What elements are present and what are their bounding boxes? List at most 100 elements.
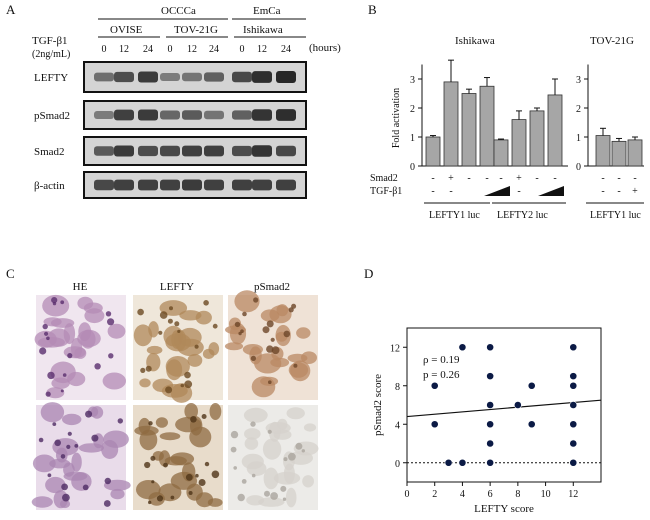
tissue-nucleus <box>91 434 99 442</box>
blot-band <box>94 146 114 156</box>
group-label-tov-lefty1-luc: LEFTY1 luc <box>590 210 641 221</box>
sign-smad2: - <box>499 173 502 184</box>
d-regression-line <box>406 399 602 418</box>
cell-line-ishikawa: Ishikawa <box>243 24 283 36</box>
tgf-gradient-triangle-lefty2 <box>538 186 564 196</box>
tissue-nucleus <box>264 490 270 497</box>
blot-band <box>114 145 134 157</box>
tissue-nucleus <box>295 442 303 450</box>
tissue-nucleus <box>67 431 72 436</box>
tissue-nucleus <box>241 479 247 484</box>
blot-band <box>138 145 158 157</box>
b-bar <box>461 93 477 167</box>
tissue-cell <box>63 346 86 359</box>
tissue-nucleus <box>271 346 280 355</box>
panel-b-ylabel: Fold activation <box>391 88 402 148</box>
b-bar <box>547 94 563 167</box>
sign-smad2: - <box>553 173 556 184</box>
blot-band <box>160 145 180 157</box>
blot-band <box>232 145 252 157</box>
d-scatter-point <box>569 420 578 429</box>
hours-label: (hours) <box>309 42 341 54</box>
sign-tgf: - <box>517 186 520 197</box>
d-scatter-point <box>486 439 495 448</box>
d-x-tick-label: 12 <box>568 489 578 500</box>
tissue-nucleus <box>211 470 220 479</box>
group-label-emca: EmCa <box>253 5 281 17</box>
blot-band <box>138 71 158 83</box>
timepoint-label: 0 <box>240 44 245 55</box>
blot-band <box>252 109 272 121</box>
d-scatter-point <box>458 343 467 352</box>
tissue-nucleus <box>144 461 151 469</box>
sign-smad2: - <box>485 173 488 184</box>
tissue-cell <box>107 323 126 339</box>
tissue-cell <box>77 296 94 310</box>
sign-smad2: + <box>516 173 522 184</box>
tissue-nucleus <box>104 477 112 485</box>
sign-tgf-tov: + <box>632 186 638 197</box>
tissue-cell <box>241 453 264 470</box>
blot-band <box>204 179 224 191</box>
sign-smad2-tov: - <box>617 173 620 184</box>
blot-band <box>252 71 272 83</box>
tissue-nucleus <box>250 421 256 427</box>
d-y-axis-label: pSmad2 score <box>372 374 384 436</box>
tissue-cell <box>133 324 153 347</box>
blot-label: β-actin <box>34 180 65 192</box>
tissue-cell <box>269 305 292 324</box>
histology-images <box>31 290 319 510</box>
sign-tgf: - <box>431 186 434 197</box>
histology-header-psmad2: pSmad2 <box>254 281 290 293</box>
tissue-nucleus <box>150 455 156 461</box>
tissue-nucleus <box>230 430 239 439</box>
tissue-nucleus <box>107 318 115 326</box>
blot-label: LEFTY <box>34 72 68 84</box>
blot-band <box>204 110 224 120</box>
tissue-cell <box>102 372 127 390</box>
tissue-nucleus <box>47 371 55 380</box>
blot-band <box>160 179 180 191</box>
blot-band <box>232 179 252 191</box>
b-bar <box>511 119 527 167</box>
tissue-cell <box>263 467 279 490</box>
tissue-nucleus <box>230 446 237 453</box>
tissue-nucleus <box>237 493 245 502</box>
blot-band <box>276 179 296 191</box>
tissue-nucleus <box>151 480 155 484</box>
tissue-cell <box>303 423 317 432</box>
tissue-nucleus <box>177 329 181 333</box>
b-bar <box>443 81 459 167</box>
row-label-tgf: TGF-β1 <box>370 186 402 197</box>
tissue-nucleus <box>165 386 173 394</box>
tissue-cell <box>159 300 188 316</box>
tissue-nucleus <box>291 303 297 309</box>
timepoint-label: 12 <box>119 44 129 55</box>
timepoint-label: 12 <box>257 44 267 55</box>
tissue-cell <box>234 290 260 313</box>
tissue-cell <box>90 406 104 419</box>
panel-label-b: B <box>368 2 377 17</box>
timepoint-label: 24 <box>209 44 219 55</box>
tissue-cell <box>184 403 198 420</box>
histology-header-he: HE <box>73 281 88 293</box>
tissue-nucleus <box>61 483 68 491</box>
tissue-nucleus <box>185 473 193 481</box>
b-y-tick-label: 1 <box>410 133 415 144</box>
tissue-nucleus <box>60 389 64 393</box>
blot-band <box>182 110 202 120</box>
tissue-cell <box>244 428 261 440</box>
tissue-nucleus <box>47 473 52 478</box>
tissue-cell <box>50 318 75 328</box>
tissue-nucleus <box>301 449 305 453</box>
tissue-cell <box>244 437 259 450</box>
tissue-nucleus <box>66 444 71 449</box>
tissue-cell <box>42 294 70 317</box>
blot-band <box>276 109 296 121</box>
tissue-cell <box>170 383 193 403</box>
tissue-cell <box>258 497 285 507</box>
b-bar <box>595 135 611 167</box>
blot-band <box>204 145 224 157</box>
panel-label-a: A <box>6 2 16 17</box>
tissue-nucleus <box>167 318 173 324</box>
